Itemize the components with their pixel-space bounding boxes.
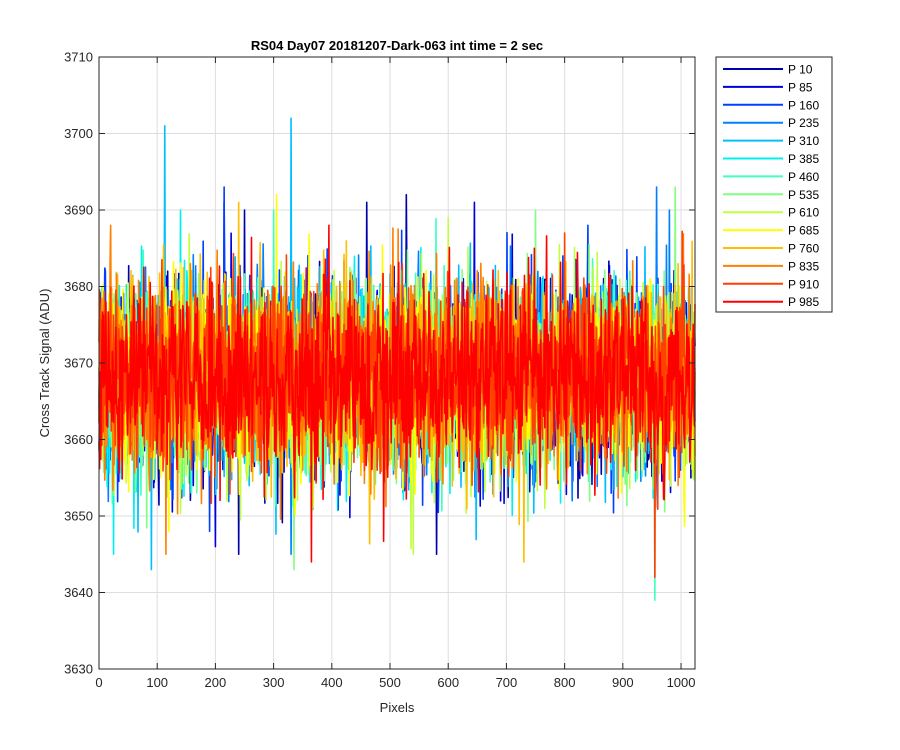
y-tick-label: 3630: [64, 662, 93, 677]
legend-label: P 10: [788, 63, 813, 77]
series-group: [98, 117, 696, 601]
legend-box: [715, 56, 833, 313]
legend-label: P 985: [788, 295, 819, 309]
legend-label: P 385: [788, 152, 819, 166]
legend-label: P 310: [788, 134, 819, 148]
x-tick-label: 500: [379, 675, 401, 690]
legend-items: P 10 P 85 P 160 P 235 P 310 P 385 P 460 P 535 P …: [723, 63, 819, 309]
y-tick-label: 3660: [64, 432, 93, 447]
y-tick-label: 3690: [64, 203, 93, 218]
legend-label: P 160: [788, 98, 819, 112]
y-tick-label: 3670: [64, 356, 93, 371]
x-tick-label: 800: [554, 675, 576, 690]
x-tick-label: 1000: [667, 675, 696, 690]
legend-label: P 760: [788, 242, 819, 256]
legend-label: P 910: [788, 277, 819, 291]
x-tick-label: 200: [205, 675, 227, 690]
x-tick-label: 300: [263, 675, 285, 690]
y-tick-label: 3710: [64, 50, 93, 65]
series-line-p-985: [98, 224, 696, 563]
legend-label: P 610: [788, 206, 819, 220]
x-tick-label: 400: [321, 675, 343, 690]
y-tick-label: 3700: [64, 126, 93, 141]
legend-label: P 460: [788, 170, 819, 184]
axes: 0 100 200 300 400 500 600 700 800 900 1000 3630 3640…: [64, 50, 696, 691]
legend-label: P 235: [788, 116, 819, 130]
x-tick-label: 600: [437, 675, 459, 690]
ticks: [98, 56, 695, 670]
x-tick-label: 700: [496, 675, 518, 690]
legend-label: P 535: [788, 188, 819, 202]
y-tick-label: 3640: [64, 585, 93, 600]
y-tick-label: 3650: [64, 509, 93, 524]
legend-label: P 835: [788, 259, 819, 273]
legend: P 10 P 85 P 160 P 235 P 310 P 385 P 460 P 535 P …: [715, 56, 833, 313]
x-tick-label: 900: [612, 675, 634, 690]
legend-label: P 685: [788, 224, 819, 238]
tick-labels: 0 100 200 300 400 500 600 700 800 900 1000 3630 3640…: [64, 50, 695, 691]
y-tick-label: 3680: [64, 279, 93, 294]
chart-title: RS04 Day07 20181207-Dark-063 int time = …: [251, 38, 543, 53]
legend-label: P 85: [788, 80, 813, 94]
x-tick-label: 100: [146, 675, 168, 690]
x-axis-label: Pixels: [380, 700, 415, 715]
x-tick-label: 0: [95, 675, 102, 690]
y-axis-label: Cross Track Signal (ADU): [37, 289, 52, 438]
